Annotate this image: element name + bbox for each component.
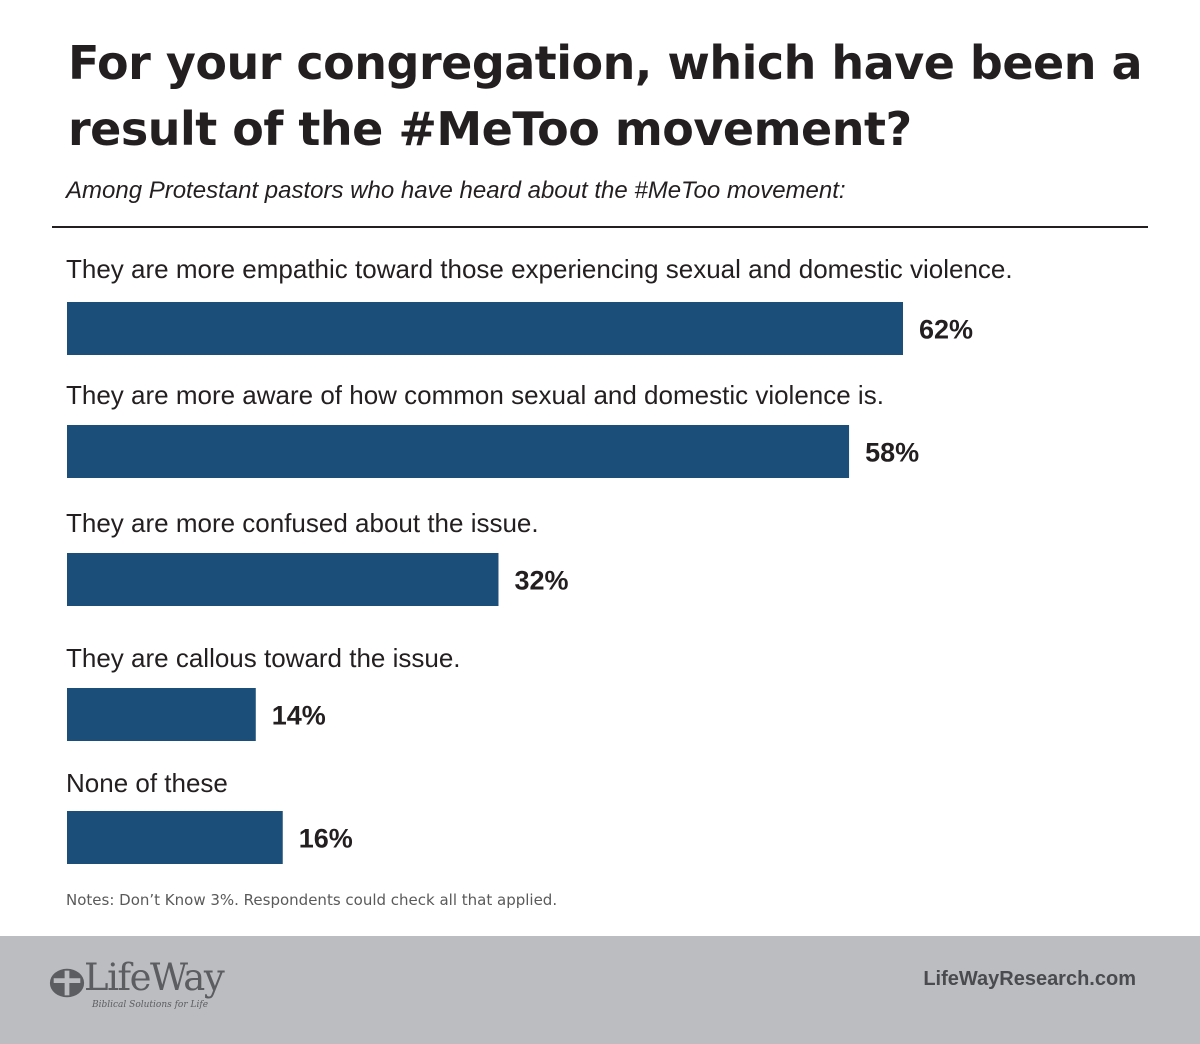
bar <box>67 688 256 741</box>
bar <box>67 302 903 355</box>
logo-wordmark: LifeWay <box>84 956 225 999</box>
value-label: 14% <box>272 701 326 731</box>
chart-title: For your congregation, which have been a… <box>68 36 1143 156</box>
category-label: They are callous toward the issue. <box>66 643 461 673</box>
bar <box>67 553 499 606</box>
site-link[interactable]: LifeWayResearch.com <box>923 968 1136 990</box>
bar <box>67 425 850 478</box>
chart-subtitle: Among Protestant pastors who have heard … <box>66 177 846 204</box>
bar-chart: They are more empathic toward those expe… <box>66 254 1013 864</box>
value-label: 58% <box>865 438 919 468</box>
bar <box>67 811 283 864</box>
title-divider <box>52 226 1148 228</box>
logo-tagline: Biblical Solutions for Life <box>92 1000 209 1010</box>
category-label: They are more empathic toward those expe… <box>66 254 1013 284</box>
cross-icon <box>49 968 85 998</box>
value-label: 62% <box>919 315 973 345</box>
chart-notes: Notes: Don’t Know 3%. Respondents could … <box>66 891 558 909</box>
category-label: They are more confused about the issue. <box>66 508 539 538</box>
footer-band: LifeWay Biblical Solutions for Life Life… <box>0 936 1200 1044</box>
lifeway-logo: LifeWay Biblical Solutions for Life <box>48 956 228 1018</box>
category-label: They are more aware of how common sexual… <box>66 380 884 410</box>
value-label: 16% <box>299 824 353 854</box>
category-label: None of these <box>66 768 228 798</box>
value-label: 32% <box>514 566 568 596</box>
